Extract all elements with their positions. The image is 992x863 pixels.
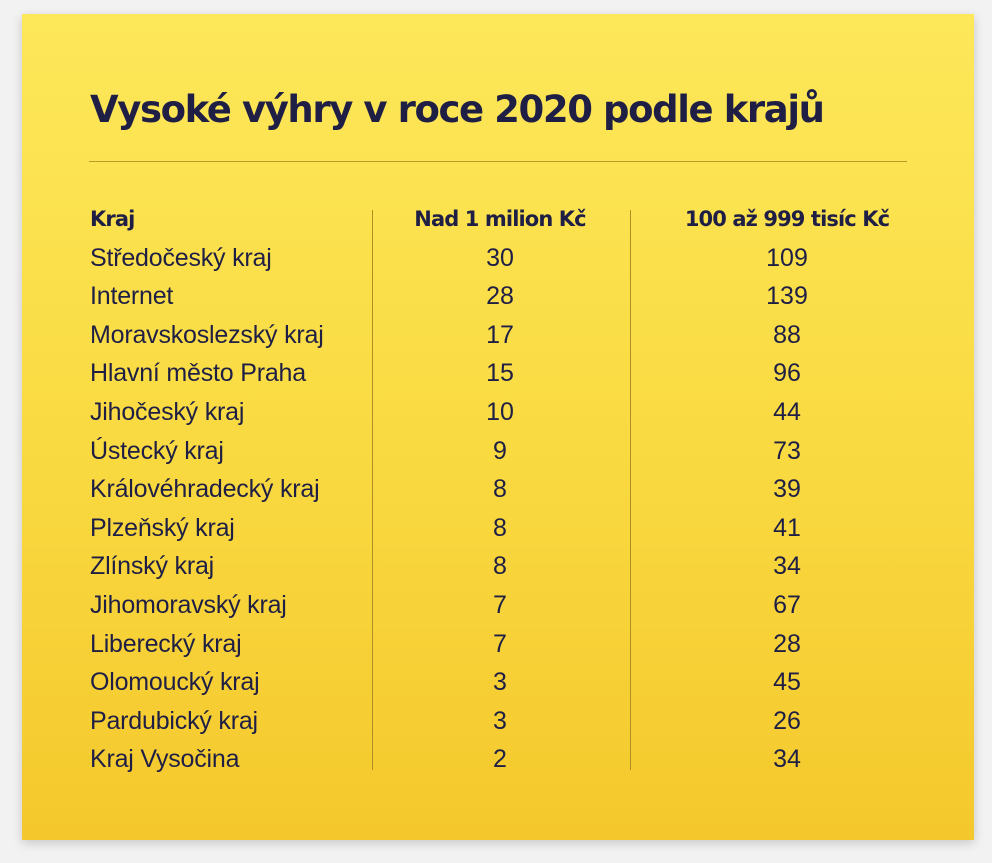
cell-100-999-thousand: 28	[773, 629, 801, 658]
cell-100-999-thousand: 45	[773, 668, 801, 697]
table-row: Jihomoravský kraj 7 67	[22, 586, 974, 625]
cell-over-million: 3	[493, 706, 507, 735]
table-row: Pardubický kraj 3 26	[22, 702, 974, 741]
cell-100-999-thousand: 109	[766, 243, 808, 272]
table-row: Hlavní město Praha 15 96	[22, 354, 974, 393]
cell-region: Královéhradecký kraj	[90, 475, 320, 504]
cell-over-million: 17	[486, 320, 514, 349]
cell-over-million: 7	[493, 590, 507, 619]
cell-over-million: 8	[493, 513, 507, 542]
cell-region: Středočeský kraj	[90, 243, 272, 272]
cell-over-million: 28	[486, 282, 514, 311]
cell-region: Liberecký kraj	[90, 629, 242, 658]
cell-region: Zlínský kraj	[90, 552, 215, 581]
cell-100-999-thousand: 41	[773, 513, 801, 542]
cell-region: Pardubický kraj	[90, 706, 258, 735]
cell-100-999-thousand: 26	[773, 706, 801, 735]
cell-region: Jihočeský kraj	[90, 397, 245, 426]
table-row: Plzeňský kraj 8 41	[22, 509, 974, 548]
cell-100-999-thousand: 39	[773, 475, 801, 504]
data-table: Kraj Nad 1 milion Kč 100 až 999 tisíc Kč…	[22, 200, 974, 779]
cell-over-million: 8	[493, 475, 507, 504]
cell-100-999-thousand: 73	[773, 436, 801, 465]
cell-100-999-thousand: 67	[773, 590, 801, 619]
table-header-row: Kraj Nad 1 milion Kč 100 až 999 tisíc Kč	[22, 200, 974, 239]
table-row: Královéhradecký kraj 8 39	[22, 470, 974, 509]
cell-over-million: 7	[493, 629, 507, 658]
cell-over-million: 10	[486, 397, 514, 426]
page-title: Vysoké výhry v roce 2020 podle krajů	[90, 88, 825, 131]
cell-region: Kraj Vysočina	[90, 745, 240, 774]
cell-region: Internet	[90, 282, 174, 311]
cell-region: Olomoucký kraj	[90, 668, 260, 697]
column-divider-1	[372, 210, 373, 770]
table-row: Kraj Vysočina 2 34	[22, 740, 974, 779]
cell-100-999-thousand: 88	[773, 320, 801, 349]
table-row: Středočeský kraj 30 109	[22, 239, 974, 278]
column-header-100-999-thousand: 100 až 999 tisíc Kč	[684, 207, 890, 231]
table-row: Jihočeský kraj 10 44	[22, 393, 974, 432]
cell-100-999-thousand: 34	[773, 552, 801, 581]
cell-region: Ústecký kraj	[90, 436, 224, 465]
table-row: Zlínský kraj 8 34	[22, 547, 974, 586]
cell-over-million: 2	[493, 745, 507, 774]
cell-region: Moravskoslezský kraj	[90, 320, 324, 349]
cell-100-999-thousand: 139	[766, 282, 808, 311]
cell-100-999-thousand: 96	[773, 359, 801, 388]
column-header-over-million: Nad 1 milion Kč	[414, 207, 586, 231]
cell-over-million: 8	[493, 552, 507, 581]
table-row: Internet 28 139	[22, 277, 974, 316]
table-body: Středočeský kraj 30 109 Internet 28 139 Moravs…	[22, 239, 974, 779]
table-row: Moravskoslezský kraj 17 88	[22, 316, 974, 355]
cell-over-million: 15	[486, 359, 514, 388]
table-row: Olomoucký kraj 3 45	[22, 663, 974, 702]
cell-region: Plzeňský kraj	[90, 513, 235, 542]
column-divider-2	[630, 210, 631, 770]
table-card: Vysoké výhry v roce 2020 podle krajů Kra…	[22, 14, 974, 840]
table-row: Ústecký kraj 9 73	[22, 432, 974, 471]
cell-region: Hlavní město Praha	[90, 359, 306, 388]
cell-over-million: 9	[493, 436, 507, 465]
cell-100-999-thousand: 44	[773, 397, 801, 426]
cell-region: Jihomoravský kraj	[90, 590, 287, 619]
title-divider	[89, 161, 907, 162]
cell-100-999-thousand: 34	[773, 745, 801, 774]
column-header-kraj: Kraj	[90, 207, 135, 231]
cell-over-million: 30	[486, 243, 514, 272]
cell-over-million: 3	[493, 668, 507, 697]
table-row: Liberecký kraj 7 28	[22, 625, 974, 664]
